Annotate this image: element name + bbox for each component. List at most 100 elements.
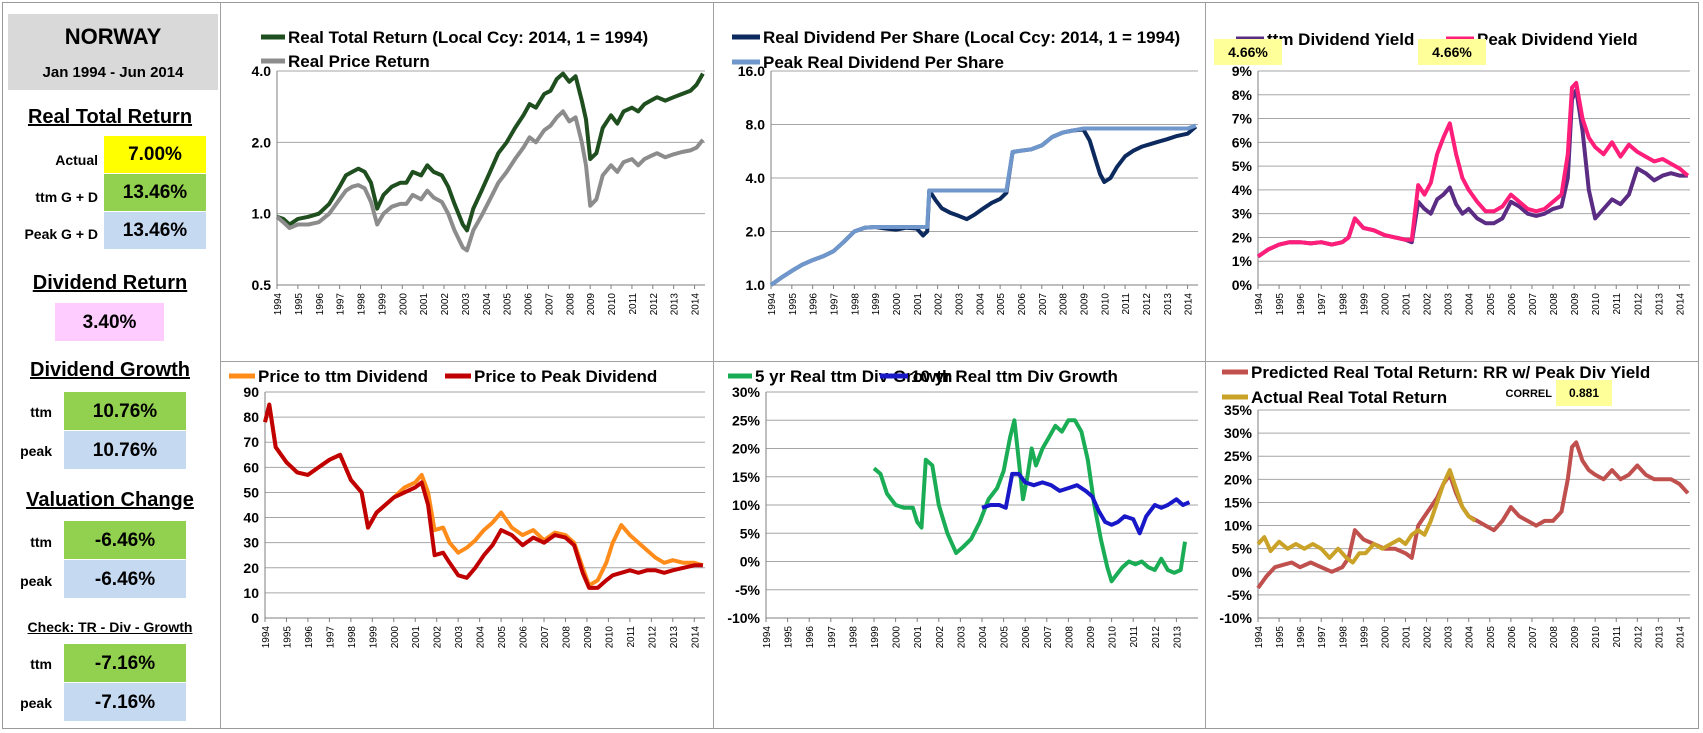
x-tick-label: 2003 [1444,293,1455,316]
x-tick-label: 1997 [336,293,347,316]
x-tick-label: 2010 [604,626,615,649]
x-tick-label: 2004 [482,293,493,316]
dividend-growth-chart: 5 yr Real ttm Div Growth 10 yr Real ttm D… [714,362,1205,728]
y-tick-label: 16.0 [738,63,765,79]
y-tick-label: 0% [1232,277,1253,293]
x-tick-label: 2012 [1151,626,1162,649]
x-tick-label: 2009 [1570,626,1581,649]
x-tick-label: 2005 [1486,293,1497,316]
series-line [1256,468,1477,565]
x-tick-label: 2001 [411,626,422,649]
x-tick-label: 2001 [913,626,924,649]
y-tick-label: 20 [243,560,259,576]
peak-gd-value: 13.46% [104,212,206,249]
x-tick-label: 2010 [1591,293,1602,316]
x-tick-label: 2011 [1121,293,1132,315]
y-tick-label: 20% [1224,471,1253,487]
x-tick-label: 2007 [544,293,555,316]
x-tick-label: 2000 [390,626,401,649]
x-tick-label: 2005 [1000,626,1011,649]
x-tick-label: 1994 [1254,293,1265,316]
y-tick-label: 15% [1224,494,1253,510]
series-line [263,402,703,590]
legend-label: 5 yr Real ttm Div Growth [755,367,952,386]
x-tick-label: 1998 [850,293,861,316]
x-tick-label: 2011 [1612,626,1623,648]
y-tick-label: 80 [243,409,259,425]
period: Jan 1994 - Jun 2014 [42,64,184,81]
x-tick-label: 2010 [1591,626,1602,649]
x-tick-label: 2005 [1486,626,1497,649]
y-tick-label: 5% [1232,541,1253,557]
ttm-valuation-value: -6.46% [64,521,186,559]
summary-sidebar: NORWAY Jan 1994 - Jun 2014 Real Total Re… [0,0,220,733]
x-tick-label: 1997 [1317,293,1328,316]
row-label: Peak G + D [24,226,98,242]
x-tick-label: 2013 [1654,293,1665,316]
x-tick-label: 2006 [524,293,535,316]
y-tick-label: 15% [732,469,761,485]
x-tick-label: 2004 [1465,293,1476,316]
x-tick-label: 2009 [1570,293,1581,316]
series-line [872,418,1187,584]
x-tick-label: 2009 [583,626,594,649]
divider [1205,2,1206,729]
x-tick-label: 2000 [398,293,409,316]
y-tick-label: 4% [1232,182,1253,198]
x-tick-label: 2011 [1129,626,1140,648]
y-tick-label: 30 [243,535,259,551]
x-tick-label: 1996 [805,626,816,649]
x-tick-label: 2000 [1380,626,1391,649]
legend-label: ttm Dividend Yield [1267,30,1414,49]
row-label: peak [20,695,52,711]
real-return-chart: Real Total Return (Local Ccy: 2014, 1 = … [221,3,713,361]
x-tick-label: 2014 [691,293,702,316]
x-tick-label: 2007 [540,626,551,649]
check-title: Check: TR - Div - Growth [27,619,193,635]
y-tick-label: 0 [251,610,259,626]
x-tick-label: 2005 [497,626,508,649]
x-tick-label: 2001 [1402,626,1413,649]
correl-label: CORREL [1506,388,1553,400]
x-tick-label: 2009 [1086,626,1097,649]
y-tick-label: 1.0 [746,277,766,293]
divider [713,2,714,729]
y-tick-label: 40 [243,510,259,526]
x-tick-label: 2003 [461,293,472,316]
y-tick-label: 35% [1224,402,1253,418]
x-tick-label: 2002 [934,293,945,316]
yield-note: 4.66% [1432,44,1472,60]
dividend-growth-title: Dividend Growth [30,359,190,381]
x-tick-label: 1995 [294,293,305,316]
actual-value: 7.00% [104,136,206,173]
y-tick-label: 2.0 [252,134,272,150]
x-tick-label: 2004 [1465,626,1476,649]
x-tick-label: 2004 [476,626,487,649]
x-tick-label: 2011 [626,626,637,648]
x-tick-label: 1998 [1338,293,1349,316]
x-tick-label: 2007 [1528,293,1539,316]
x-tick-label: 2002 [1423,293,1434,316]
x-tick-label: 2012 [649,293,660,316]
x-tick-label: 2008 [1549,626,1560,649]
x-tick-label: 2007 [1038,293,1049,316]
x-tick-label: 1995 [1275,626,1286,649]
y-tick-label: 70 [243,434,259,450]
x-tick-label: 2014 [690,626,701,649]
x-tick-label: 2007 [1043,626,1054,649]
x-tick-label: 2013 [1654,626,1665,649]
x-tick-label: 2000 [892,626,903,649]
x-tick-label: 2002 [1423,626,1434,649]
predicted-return-chart: Predicted Real Total Return: RR w/ Peak … [1206,362,1698,728]
x-tick-label: 1996 [1296,293,1307,316]
x-tick-label: 1996 [809,293,820,316]
x-tick-label: 2006 [519,626,530,649]
ttm-growth-value: 10.76% [64,392,186,430]
x-tick-label: 1997 [1317,626,1328,649]
x-tick-label: 2009 [586,293,597,316]
y-tick-label: 4.0 [252,63,272,79]
y-tick-label: 4.0 [746,170,766,186]
dividend-yield-chart: ttm Dividend Yield Peak Dividend Yield 4.6… [1206,3,1698,361]
peak-check-value: -7.16% [64,683,186,721]
dividend-per-share-chart: Real Dividend Per Share (Local Ccy: 2014… [714,3,1205,361]
